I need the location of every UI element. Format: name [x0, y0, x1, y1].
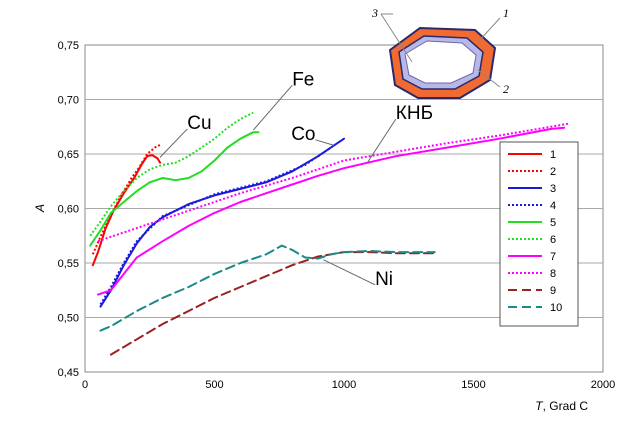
inset-label-2: 2	[503, 82, 509, 96]
inset-label-1: 1	[503, 6, 509, 20]
legend-label-7: 7	[550, 251, 556, 263]
series-line-3	[99, 137, 345, 308]
y-tick-label: 0,55	[58, 258, 79, 270]
x-axis-title: T, Grad C	[535, 399, 588, 413]
annotation-leader	[323, 259, 376, 286]
legend: 1 2 3 4 5 6 7 8 9 10	[508, 149, 562, 314]
y-tick-label: 0,50	[58, 313, 79, 325]
legend-box	[499, 141, 579, 327]
legend-label-10: 10	[550, 302, 562, 314]
x-tick-label: 1500	[461, 379, 485, 391]
inset-leader-2	[477, 69, 501, 88]
x-tick-labels: 0 500 1000 1500 2000	[82, 379, 615, 391]
inset-leader-1	[477, 17, 501, 43]
y-tick-labels: 0,45 0,50 0,55 0,60 0,65 0,70 0,75	[58, 40, 79, 379]
series-line-7	[97, 126, 566, 296]
annotation-label: КНБ	[396, 103, 433, 124]
annotations: Cu Fe Co КНБ Ni	[159, 69, 433, 290]
series-line-9	[109, 251, 436, 356]
annotation-label: Ni	[375, 269, 393, 290]
series-group	[89, 111, 570, 356]
y-tick-label: 0,45	[58, 367, 79, 379]
legend-label-8: 8	[550, 268, 556, 280]
legend-label-4: 4	[550, 200, 556, 212]
y-tick-label: 0,70	[58, 95, 79, 107]
y-tick-label: 0,65	[58, 149, 79, 161]
x-tick-label: 500	[205, 379, 223, 391]
annotation-leader	[366, 118, 397, 163]
legend-label-1: 1	[550, 149, 556, 161]
series-line-4	[99, 146, 332, 305]
legend-label-5: 5	[550, 217, 556, 229]
x-tick-label: 1000	[332, 379, 356, 391]
annotation-leader	[315, 139, 334, 146]
series-line-10	[99, 244, 436, 332]
inset-label-3: 3	[371, 6, 378, 20]
y-tick-label: 0,75	[58, 40, 79, 52]
x-tick-label: 2000	[591, 379, 615, 391]
inset-core	[404, 40, 477, 84]
legend-label-6: 6	[550, 234, 556, 246]
legend-label-3: 3	[550, 183, 556, 195]
annotation-label: Cu	[187, 113, 211, 134]
series-line-6	[89, 111, 254, 237]
series-line-5	[89, 131, 260, 247]
annotation-label: Co	[291, 124, 315, 145]
inset-leader-3b	[380, 13, 413, 63]
y-axis-title: A	[33, 204, 47, 213]
x-tick-label: 0	[82, 379, 88, 391]
legend-label-2: 2	[550, 166, 556, 178]
y-tick-label: 0,60	[58, 204, 79, 216]
legend-label-9: 9	[550, 285, 556, 297]
series-line-1	[91, 154, 162, 267]
inset-diagram: 3 1 2	[371, 6, 509, 99]
annotation-label: Fe	[292, 69, 314, 90]
annotation-leader	[159, 128, 188, 158]
series-line-2	[91, 143, 162, 255]
annotation-leader	[252, 85, 293, 131]
